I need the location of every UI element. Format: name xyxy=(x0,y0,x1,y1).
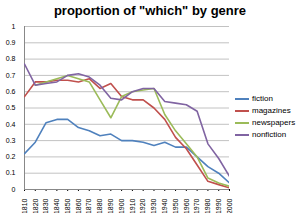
svg-text:0.4: 0.4 xyxy=(6,121,16,128)
svg-text:0.8: 0.8 xyxy=(6,55,16,62)
svg-text:1970: 1970 xyxy=(193,198,200,213)
svg-text:1880: 1880 xyxy=(96,198,103,213)
svg-text:1980: 1980 xyxy=(204,198,211,213)
svg-text:0.6: 0.6 xyxy=(6,88,16,95)
svg-text:1960: 1960 xyxy=(183,198,190,213)
svg-text:1830: 1830 xyxy=(42,198,49,213)
svg-text:1950: 1950 xyxy=(172,198,179,213)
svg-text:1840: 1840 xyxy=(53,198,60,213)
svg-text:1820: 1820 xyxy=(32,198,39,213)
svg-text:1920: 1920 xyxy=(139,198,146,213)
svg-text:2000: 2000 xyxy=(226,198,233,213)
svg-text:1930: 1930 xyxy=(150,198,157,213)
html-text:proportion of "which" by genre: proportion of "which" by genre xyxy=(53,3,247,18)
svg-text:1990: 1990 xyxy=(215,198,222,213)
svg-text:0.1: 0.1 xyxy=(6,169,16,176)
svg-text:1900: 1900 xyxy=(118,198,125,213)
svg-text:0.7: 0.7 xyxy=(6,72,16,79)
svg-text:1850: 1850 xyxy=(64,198,71,213)
svg-text:1: 1 xyxy=(12,23,16,30)
svg-text:1810: 1810 xyxy=(21,198,28,213)
svg-text:0.5: 0.5 xyxy=(6,104,16,111)
svg-text:0: 0 xyxy=(12,186,16,193)
svg-text:1890: 1890 xyxy=(107,198,114,213)
svg-text:0.9: 0.9 xyxy=(6,39,16,46)
svg-text:0.3: 0.3 xyxy=(6,137,16,144)
html-text:fiction: fiction xyxy=(252,94,273,103)
svg-text:1940: 1940 xyxy=(161,198,168,213)
svg-text:1870: 1870 xyxy=(85,198,92,213)
html-text:nonfiction: nonfiction xyxy=(252,130,287,139)
html-text:magazines: magazines xyxy=(252,106,291,115)
html-text:newspapers: newspapers xyxy=(252,118,296,127)
svg-text:1860: 1860 xyxy=(75,198,82,213)
svg-text:0.2: 0.2 xyxy=(6,153,16,160)
svg-text:1910: 1910 xyxy=(129,198,136,213)
